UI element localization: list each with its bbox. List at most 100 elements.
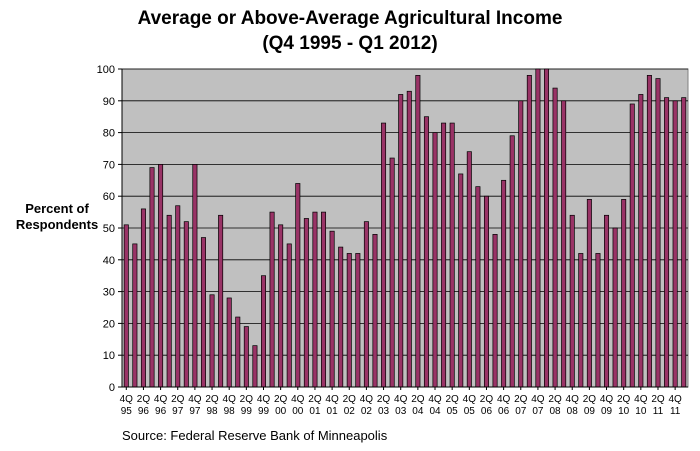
y-tick-label: 20 [103, 318, 115, 330]
bar [295, 183, 301, 388]
bar [535, 68, 541, 388]
x-tick-label: 11 [670, 406, 681, 417]
bar [372, 234, 378, 388]
x-tick-label: 4Q [428, 394, 442, 405]
bar [363, 221, 369, 388]
bar [561, 100, 567, 388]
x-tick-label: 2Q [274, 394, 288, 405]
bar [123, 224, 129, 388]
x-tick-label: 08 [550, 406, 562, 417]
bar [389, 157, 395, 388]
bar [252, 345, 258, 388]
bar [329, 230, 335, 388]
y-tick-label: 40 [103, 255, 115, 267]
x-tick-label: 98 [224, 406, 236, 417]
x-tick-label: 07 [532, 406, 544, 417]
x-tick-label: 06 [498, 406, 510, 417]
bar [518, 100, 524, 388]
source-note: Source: Federal Reserve Bank of Minneapo… [122, 428, 388, 443]
x-tick-label: 2Q [480, 394, 494, 405]
x-tick-label: 2Q [411, 394, 425, 405]
bar [629, 103, 635, 388]
x-tick-label: 4Q [360, 394, 374, 405]
x-tick-label: 98 [206, 406, 218, 417]
y-tick-label: 30 [103, 287, 115, 299]
x-tick-label: 06 [481, 406, 493, 417]
x-tick-label: 2Q [651, 394, 665, 405]
y-tick-label: 60 [103, 191, 115, 203]
bar [569, 214, 575, 388]
x-tick-label: 4Q [668, 394, 682, 405]
bar [595, 253, 601, 388]
bar [423, 116, 429, 388]
bar [346, 253, 352, 388]
x-tick-label: 2Q [171, 394, 185, 405]
bar [303, 218, 309, 388]
x-tick-label: 2Q [343, 394, 357, 405]
bar [175, 205, 181, 388]
x-tick-label: 10 [635, 406, 647, 417]
bar [604, 214, 610, 388]
x-tick-label: 07 [515, 406, 527, 417]
bar [441, 122, 447, 388]
bar [483, 195, 489, 388]
x-tick-label: 96 [155, 406, 167, 417]
x-tick-label: 03 [378, 406, 390, 417]
x-tick-label: 4Q [600, 394, 614, 405]
bar [226, 297, 232, 388]
bar [544, 68, 549, 388]
bar [355, 253, 361, 388]
bar [286, 243, 292, 388]
bar [664, 97, 670, 388]
bar [432, 132, 438, 388]
x-tick-label: 01 [327, 406, 339, 417]
x-tick-label: 10 [618, 406, 630, 417]
x-tick-label: 2Q [548, 394, 562, 405]
x-tick-label: 99 [241, 406, 253, 417]
x-tick-label: 09 [601, 406, 613, 417]
bar [415, 75, 421, 388]
bar [655, 78, 661, 388]
y-axis-label: Percent of Respondents [2, 201, 112, 233]
x-tick-label: 11 [653, 406, 664, 417]
x-tick-label: 4Q [223, 394, 237, 405]
bar [672, 100, 678, 388]
bar [192, 164, 198, 388]
x-tick-label: 4Q [566, 394, 580, 405]
bar [586, 199, 592, 388]
bar [578, 253, 584, 388]
x-tick-label: 4Q [257, 394, 271, 405]
x-tick-label: 04 [429, 406, 441, 417]
bar [209, 294, 215, 388]
bar [621, 199, 627, 388]
x-tick-label: 4Q [188, 394, 202, 405]
x-tick-label: 01 [309, 406, 321, 417]
x-tick-label: 2Q [514, 394, 528, 405]
chart-subtitle: (Q4 1995 - Q1 2012) [262, 33, 438, 54]
bar [312, 211, 318, 388]
y-axis-label-line1: Percent of [25, 201, 89, 216]
y-tick-label: 0 [109, 382, 115, 394]
bar [166, 214, 172, 388]
y-tick-label: 50 [103, 223, 115, 235]
y-tick-label: 70 [103, 159, 115, 171]
bar [646, 75, 652, 388]
bar [501, 179, 507, 388]
x-tick-label: 4Q [531, 394, 545, 405]
x-tick-label: 2Q [205, 394, 219, 405]
bar [132, 243, 138, 388]
x-tick-label: 4Q [394, 394, 408, 405]
x-tick-label: 05 [447, 406, 459, 417]
x-tick-label: 2Q [583, 394, 597, 405]
bar [149, 167, 155, 388]
x-tick-label: 96 [138, 406, 150, 417]
x-tick-label: 00 [275, 406, 287, 417]
x-tick-label: 05 [464, 406, 476, 417]
bar [183, 221, 189, 388]
bar [235, 316, 241, 388]
bar [261, 275, 266, 388]
bar [681, 97, 687, 388]
x-tick-label: 03 [395, 406, 407, 417]
x-tick-label: 4Q [291, 394, 305, 405]
